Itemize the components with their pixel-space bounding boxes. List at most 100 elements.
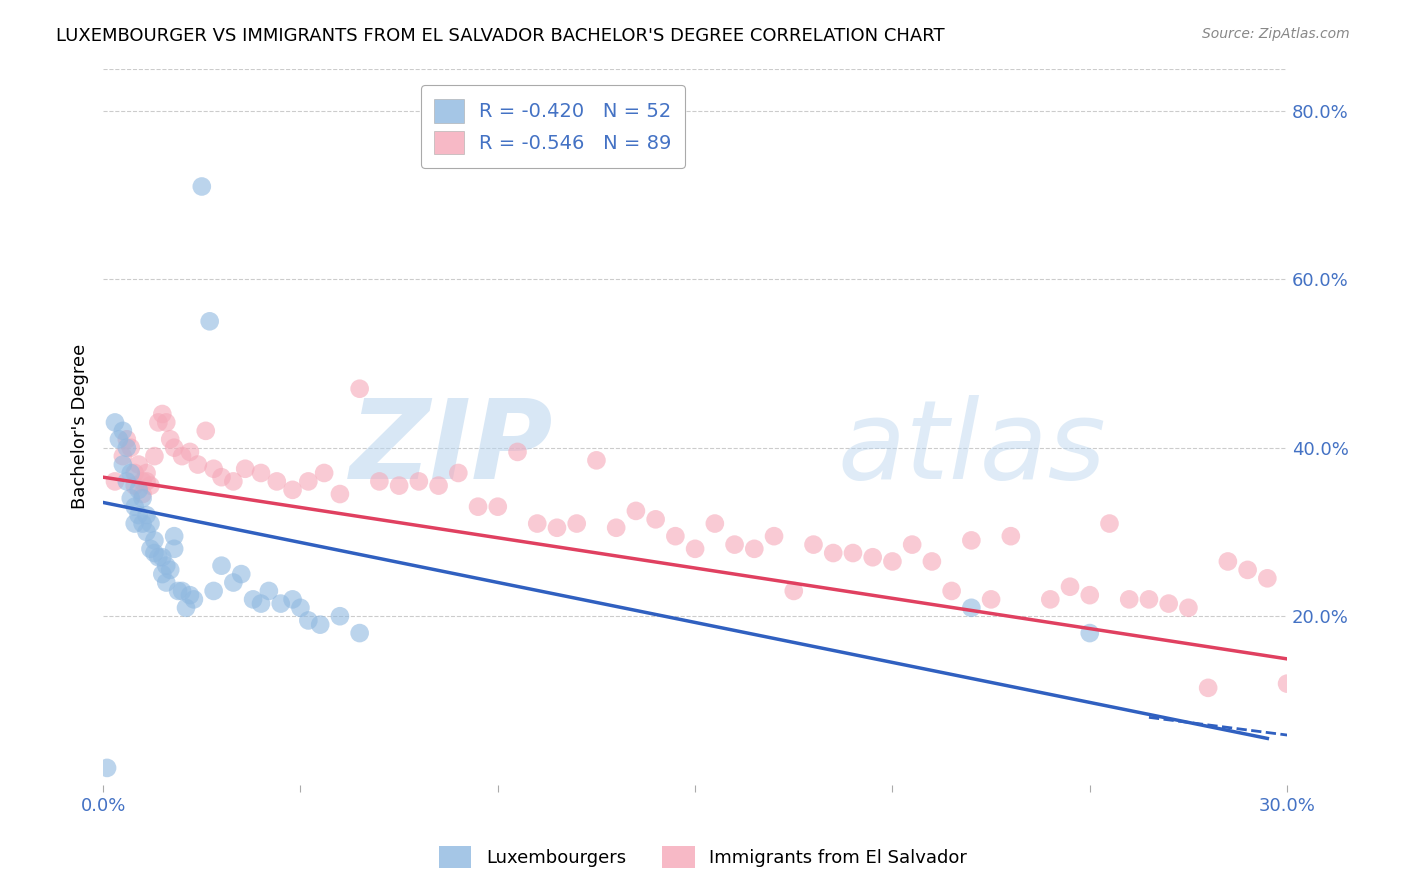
Point — [202, 462, 225, 476]
Point — [143, 449, 166, 463]
Point — [163, 441, 186, 455]
Point — [211, 470, 233, 484]
Point — [242, 592, 264, 607]
Point — [1059, 580, 1081, 594]
Text: Source: ZipAtlas.com: Source: ZipAtlas.com — [1202, 27, 1350, 41]
Point — [1078, 588, 1101, 602]
Point — [222, 575, 245, 590]
Point — [128, 508, 150, 522]
Point — [135, 466, 157, 480]
Point — [447, 466, 470, 480]
Point — [980, 592, 1002, 607]
Point — [314, 466, 336, 480]
Point — [467, 500, 489, 514]
Point — [135, 475, 157, 489]
Point — [108, 432, 131, 446]
Point — [131, 487, 153, 501]
Point — [349, 382, 371, 396]
Point — [1078, 626, 1101, 640]
Point — [329, 487, 352, 501]
Point — [159, 563, 181, 577]
Point — [388, 478, 411, 492]
Point — [155, 575, 177, 590]
Point — [1315, 685, 1337, 699]
Point — [120, 491, 142, 506]
Point — [115, 432, 138, 446]
Point — [124, 516, 146, 531]
Point — [131, 491, 153, 506]
Point — [163, 541, 186, 556]
Point — [143, 533, 166, 548]
Point — [585, 453, 607, 467]
Point — [309, 617, 332, 632]
Point — [111, 458, 134, 472]
Point — [250, 597, 273, 611]
Point — [128, 483, 150, 497]
Point — [143, 546, 166, 560]
Point — [150, 407, 173, 421]
Point — [104, 475, 127, 489]
Point — [139, 541, 162, 556]
Point — [1336, 690, 1358, 704]
Point — [565, 516, 588, 531]
Point — [297, 475, 319, 489]
Point — [115, 475, 138, 489]
Point — [120, 466, 142, 480]
Point — [823, 546, 845, 560]
Point — [233, 462, 256, 476]
Point — [187, 458, 209, 472]
Point — [198, 314, 221, 328]
Point — [862, 550, 884, 565]
Point — [194, 424, 217, 438]
Point — [1118, 592, 1140, 607]
Point — [941, 583, 963, 598]
Point — [250, 466, 273, 480]
Point — [222, 475, 245, 489]
Point — [664, 529, 686, 543]
Point — [644, 512, 666, 526]
Point — [297, 614, 319, 628]
Point — [960, 600, 983, 615]
Point — [1375, 698, 1398, 712]
Point — [486, 500, 509, 514]
Point — [329, 609, 352, 624]
Point — [150, 550, 173, 565]
Point — [960, 533, 983, 548]
Point — [703, 516, 725, 531]
Point — [96, 761, 118, 775]
Point — [191, 179, 214, 194]
Point — [139, 516, 162, 531]
Point — [266, 475, 288, 489]
Point — [139, 478, 162, 492]
Point — [546, 521, 568, 535]
Text: ZIP: ZIP — [350, 394, 553, 501]
Point — [783, 583, 806, 598]
Point — [1275, 676, 1298, 690]
Point — [111, 424, 134, 438]
Point — [901, 538, 924, 552]
Text: atlas: atlas — [837, 394, 1105, 501]
Text: LUXEMBOURGER VS IMMIGRANTS FROM EL SALVADOR BACHELOR'S DEGREE CORRELATION CHART: LUXEMBOURGER VS IMMIGRANTS FROM EL SALVA… — [56, 27, 945, 45]
Point — [155, 416, 177, 430]
Point — [1295, 685, 1317, 699]
Point — [163, 529, 186, 543]
Point — [183, 592, 205, 607]
Point — [624, 504, 647, 518]
Legend: R = -0.420   N = 52, R = -0.546   N = 89: R = -0.420 N = 52, R = -0.546 N = 89 — [420, 86, 685, 168]
Point — [211, 558, 233, 573]
Point — [723, 538, 745, 552]
Point — [683, 541, 706, 556]
Point — [150, 567, 173, 582]
Point — [921, 554, 943, 568]
Point — [170, 583, 193, 598]
Point — [803, 538, 825, 552]
Point — [115, 441, 138, 455]
Point — [124, 500, 146, 514]
Point — [124, 478, 146, 492]
Point — [1197, 681, 1219, 695]
Point — [1355, 693, 1378, 707]
Point — [368, 475, 391, 489]
Point — [1098, 516, 1121, 531]
Point — [179, 588, 201, 602]
Point — [526, 516, 548, 531]
